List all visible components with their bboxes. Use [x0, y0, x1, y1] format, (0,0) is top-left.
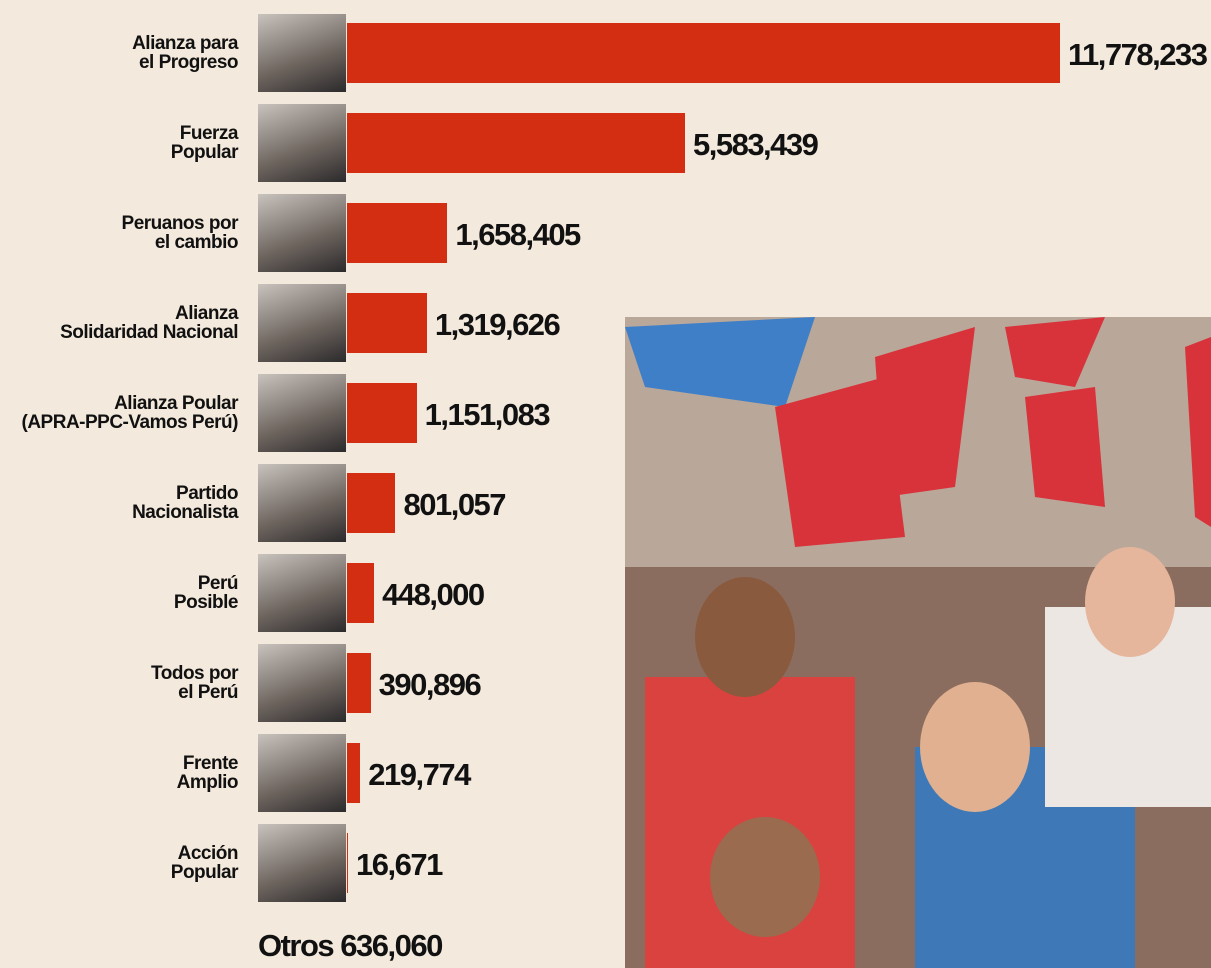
candidate-photo — [258, 374, 346, 452]
value-label: 801,057 — [403, 487, 505, 523]
page: Otros 636,060 (() => { const data = JSON… — [0, 0, 1211, 968]
value-label: 11,778,233 — [1068, 37, 1206, 73]
candidate-photo — [258, 824, 346, 902]
value-label: 219,774 — [368, 757, 470, 793]
value-label: 1,319,626 — [435, 307, 559, 343]
candidate-photo — [258, 14, 346, 92]
others-note: Otros 636,060 — [258, 928, 442, 964]
value-label: 1,151,083 — [425, 397, 549, 433]
bar — [347, 833, 348, 893]
category-label: Todos por el Perú — [0, 664, 238, 702]
category-label: Acción Popular — [0, 844, 238, 882]
candidate-photo — [258, 194, 346, 272]
candidate-photo — [258, 644, 346, 722]
category-label: Frente Amplio — [0, 754, 238, 792]
bar — [347, 113, 685, 173]
category-label: Partido Nacionalista — [0, 484, 238, 522]
bar — [347, 23, 1060, 83]
value-label: 448,000 — [382, 577, 484, 613]
value-label: 16,671 — [356, 847, 442, 883]
category-label: Peruanos por el cambio — [0, 214, 238, 252]
category-label: Perú Posible — [0, 574, 238, 612]
candidate-photo — [258, 104, 346, 182]
value-label: 390,896 — [379, 667, 481, 703]
category-label: Alianza Poular (APRA-PPC-Vamos Perú) — [0, 394, 238, 432]
candidate-photo — [258, 554, 346, 632]
bar — [347, 383, 417, 443]
candidate-photo — [258, 464, 346, 542]
value-label: 5,583,439 — [693, 127, 817, 163]
bar — [347, 203, 447, 263]
bar — [347, 743, 360, 803]
candidate-photo — [258, 734, 346, 812]
value-label: 1,658,405 — [455, 217, 579, 253]
crowd-photo — [625, 317, 1211, 968]
bar — [347, 473, 395, 533]
candidate-photo — [258, 284, 346, 362]
bar — [347, 293, 427, 353]
category-label: Fuerza Popular — [0, 124, 238, 162]
bar — [347, 563, 374, 623]
category-label: Alianza Solidaridad Nacional — [0, 304, 238, 342]
bar — [347, 653, 371, 713]
category-label: Alianza para el Progreso — [0, 34, 238, 72]
